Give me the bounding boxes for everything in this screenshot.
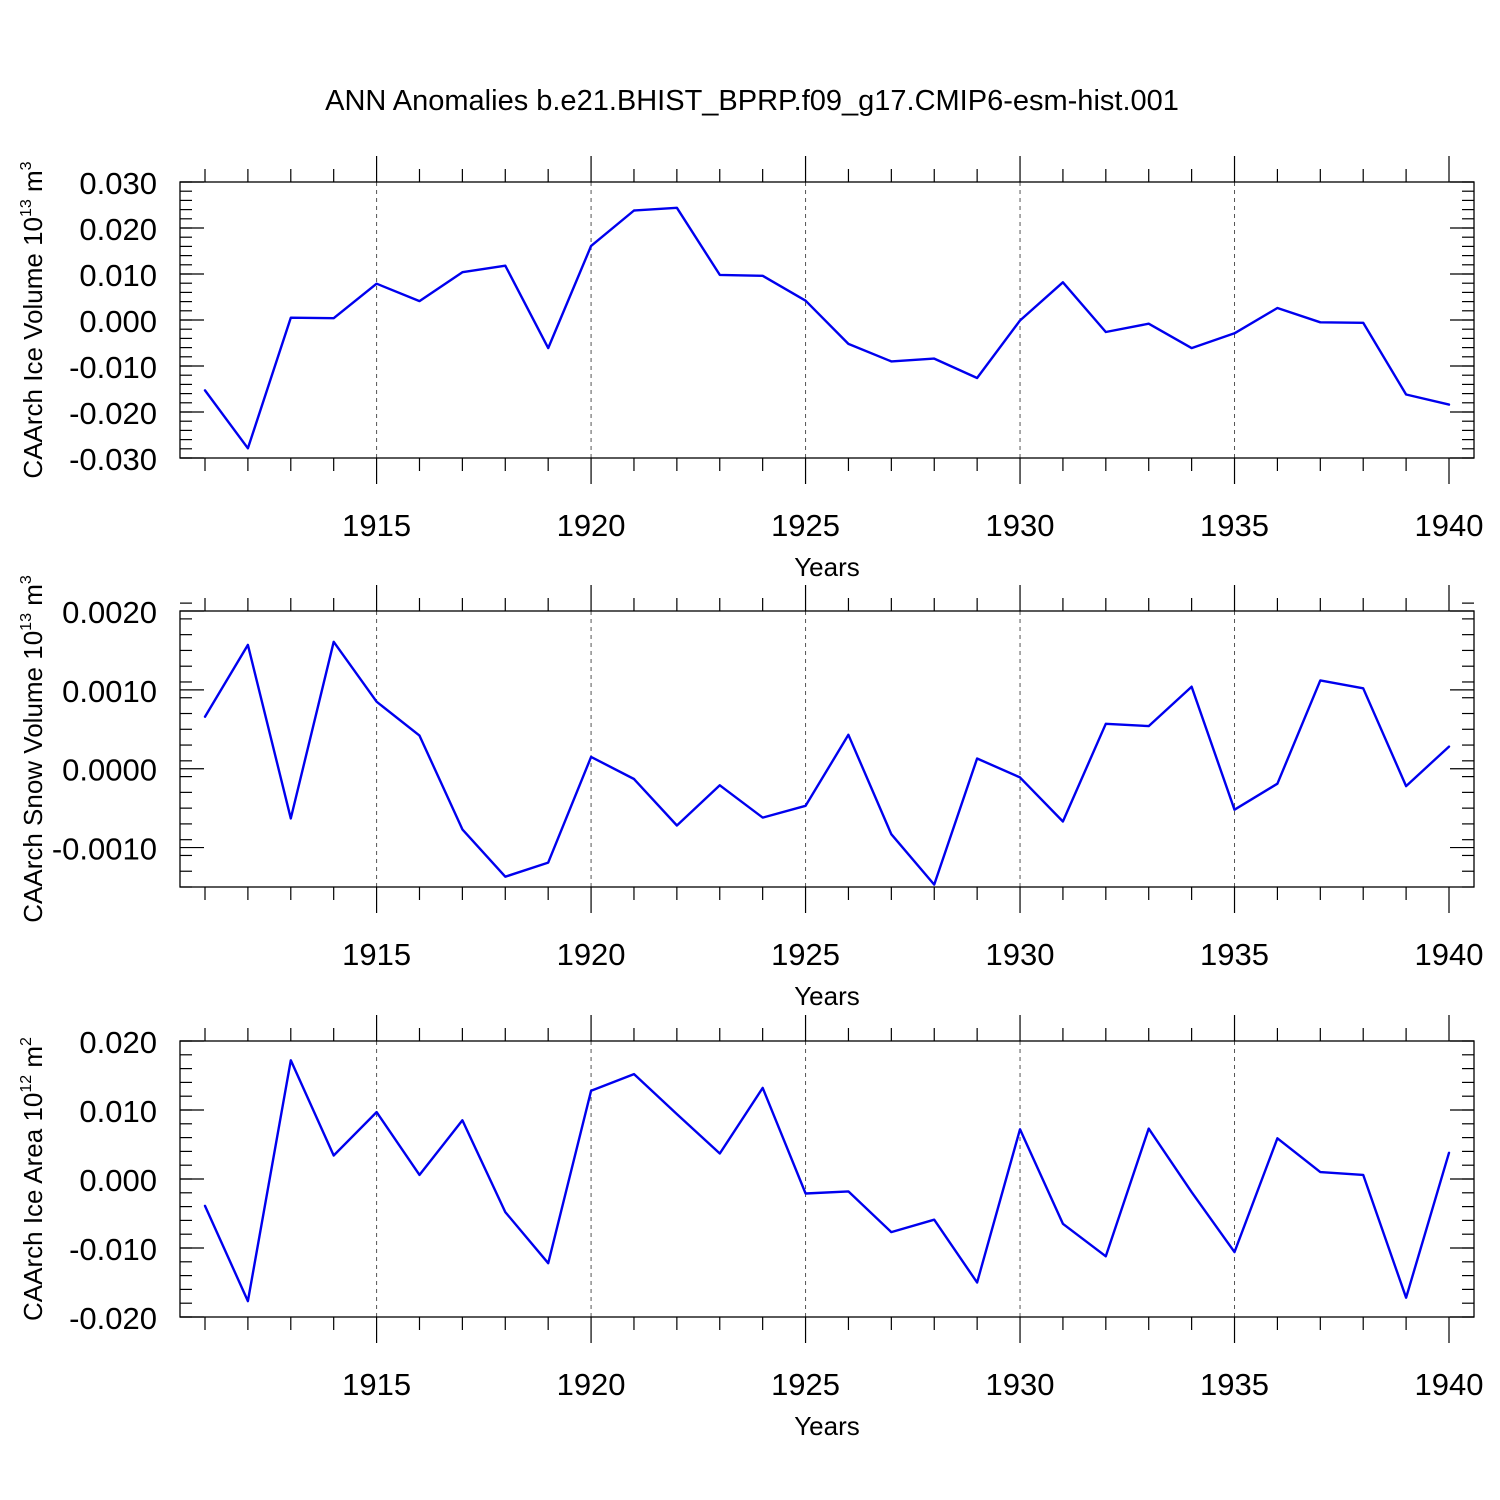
x-tick-label: 1935 (1200, 508, 1269, 543)
y-tick-label: -0.010 (69, 350, 157, 385)
x-tick-label: 1935 (1200, 937, 1269, 972)
y-axis-label-ylabel-sup: 13 (18, 199, 35, 217)
y-axis-label: CAArch Ice Area 1012 m2 (18, 1037, 48, 1321)
x-tick-label: 1920 (557, 937, 626, 972)
x-tick-label: 1930 (986, 1367, 1055, 1402)
y-tick-label: 0.000 (79, 1163, 157, 1198)
y-tick-label: -0.030 (69, 442, 157, 477)
x-tick-label: 1935 (1200, 1367, 1269, 1402)
y-axis-label-ylabel: CAArch Ice Volume 10 (18, 217, 48, 479)
y-tick-label: 0.0020 (62, 595, 157, 630)
y-axis-label-ylabel-unit-sup: 3 (18, 575, 35, 584)
y-tick-label: -0.0010 (52, 832, 157, 867)
x-tick-label: 1940 (1415, 1367, 1484, 1402)
y-axis-label: CAArch Snow Volume 1013 m3 (18, 575, 48, 923)
y-axis-label-ylabel-unit: m (18, 170, 48, 199)
x-tick-label: 1940 (1415, 937, 1484, 972)
y-tick-label: 0.010 (79, 258, 157, 293)
plot-frame (179, 1040, 1475, 1318)
x-tick-label: 1920 (557, 508, 626, 543)
y-tick-label: 0.010 (79, 1094, 157, 1129)
panels: -0.030 -0.020 -0.010 0.000 0.010 0.020 0.030 19… (18, 156, 1483, 1441)
y-tick-label: 0.0000 (62, 753, 157, 788)
figure-title: ANN Anomalies b.e21.BHIST_BPRP.f09_g17.C… (325, 85, 1179, 117)
y-axis-label-ylabel-unit: m (18, 584, 48, 613)
plot-frame (179, 610, 1475, 888)
x-axis-label: Years (794, 1411, 860, 1441)
y-axis-label-ylabel-unit-sup: 2 (18, 1037, 35, 1046)
x-tick-label: 1925 (771, 508, 840, 543)
y-axis-label-ylabel: CAArch Ice Area 10 (18, 1093, 48, 1321)
y-axis-label: CAArch Ice Volume 1013 m3 (18, 161, 48, 478)
y-axis-label-ylabel-sup: 13 (18, 613, 35, 631)
series-line (203, 206, 1451, 450)
y-tick-label: -0.020 (69, 1301, 157, 1336)
series-line (203, 1059, 1451, 1303)
y-tick-label: 0.020 (79, 1025, 157, 1060)
y-axis-label-ylabel-sup: 12 (18, 1075, 35, 1093)
x-tick-label: 1915 (342, 1367, 411, 1402)
series-line (203, 640, 1451, 886)
x-tick-label: 1925 (771, 937, 840, 972)
y-axis-label-ylabel-unit-sup: 3 (18, 161, 35, 170)
y-tick-label: 0.030 (79, 166, 157, 201)
x-axis-label: Years (794, 552, 860, 582)
y-tick-label: -0.020 (69, 396, 157, 431)
y-tick-label: 0.0010 (62, 674, 157, 709)
x-tick-label: 1925 (771, 1367, 840, 1402)
x-tick-label: 1920 (557, 1367, 626, 1402)
y-tick-label: -0.010 (69, 1232, 157, 1267)
x-tick-label: 1940 (1415, 508, 1484, 543)
x-tick-label: 1930 (986, 937, 1055, 972)
x-axis-label: Years (794, 981, 860, 1011)
panel-3: -0.020 -0.010 0.000 0.010 0.020 1915 1920 1925 1… (18, 1015, 1483, 1441)
panel-2: -0.0010 0.0000 0.0010 0.0020 1915 1920 1925 193… (18, 575, 1483, 1011)
panel-1: -0.030 -0.020 -0.010 0.000 0.010 0.020 0.030 19… (18, 156, 1483, 582)
x-tick-label: 1915 (342, 508, 411, 543)
x-tick-label: 1915 (342, 937, 411, 972)
y-axis-label-ylabel-unit: m (18, 1046, 48, 1075)
x-tick-label: 1930 (986, 508, 1055, 543)
y-tick-label: 0.020 (79, 212, 157, 247)
y-tick-label: 0.000 (79, 304, 157, 339)
y-axis-label-ylabel: CAArch Snow Volume 10 (18, 631, 48, 923)
plot-frame (179, 181, 1475, 459)
